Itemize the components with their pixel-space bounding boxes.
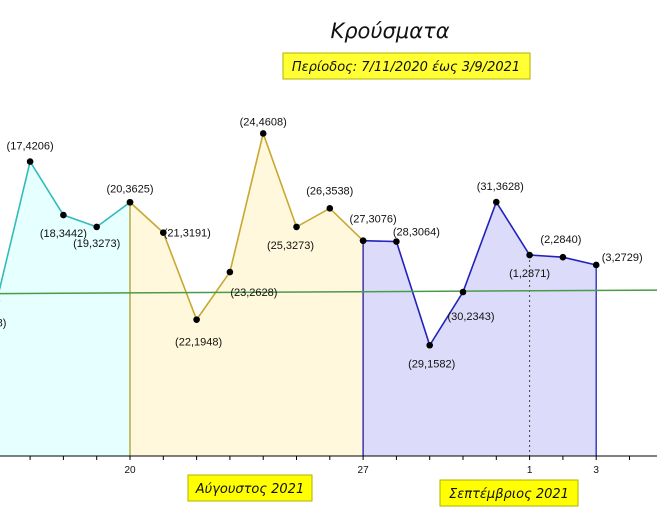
data-point: [459, 288, 467, 296]
data-point: [293, 223, 300, 231]
series-0-area: [0, 161, 130, 456]
series-1-area: [130, 133, 364, 456]
segment-dividers: [129, 202, 597, 456]
month-label-september: Σεπτέμβριος 2021: [449, 487, 569, 502]
data-label: (30,2343): [447, 311, 494, 323]
data-labels: (16,2218) (17,4206) (18,3442)(19,3273) (20,…: [0, 116, 643, 370]
data-point: [126, 198, 134, 206]
data-label: (27,3076): [350, 214, 397, 226]
month-box-september: [439, 479, 579, 507]
data-label: (18,3442): [40, 228, 87, 240]
data-point: [193, 316, 200, 323]
series-2-line: [363, 200, 597, 348]
data-point: [259, 130, 267, 137]
data-label: (28,3064): [393, 227, 440, 239]
subtitle-box: [282, 52, 531, 80]
data-point: [526, 251, 533, 259]
data-point: [93, 223, 100, 231]
data-label: (26,3538): [306, 185, 353, 197]
data-label: (21,3191): [164, 228, 211, 240]
chart-subtitle: Περίοδος: 7/11/2020 έως 3/9/2021: [292, 60, 520, 75]
x-axis-ticks: 20 27 1 3: [29, 456, 630, 476]
data-label: (22,1948): [175, 337, 222, 349]
data-point: [60, 211, 67, 219]
data-label: (25,3273): [267, 240, 314, 252]
data-label: (31,3628): [477, 181, 524, 193]
month-box-august: [187, 474, 313, 502]
data-label: (1,2871): [509, 268, 550, 280]
month-label-august: Αύγουστος 2021: [195, 482, 304, 497]
data-point: [393, 238, 400, 245]
series-2-area: [363, 202, 597, 456]
data-label: (3,2729): [602, 252, 643, 264]
data-point: [592, 261, 600, 269]
data-label: (24,4608): [240, 116, 287, 128]
data-points: [0, 130, 600, 349]
tick-label: 1: [527, 465, 533, 476]
data-label: (19,3273): [73, 238, 120, 250]
data-label: (29,1582): [408, 358, 455, 370]
data-label: (2,2840): [540, 234, 581, 246]
data-point: [226, 268, 234, 276]
series-1-line: [129, 130, 364, 322]
data-point: [359, 237, 367, 244]
data-label: (16,2218): [0, 318, 6, 330]
tick-label: 27: [358, 465, 370, 476]
data-point: [160, 229, 167, 236]
trend-line: [0, 289, 657, 295]
data-label: (17,4206): [7, 141, 54, 153]
data-label: (23,2628): [230, 287, 277, 299]
area-fills: [0, 133, 597, 456]
data-label: (20,3625): [106, 183, 153, 195]
tick-label: 3: [593, 465, 599, 476]
data-point: [493, 198, 500, 206]
data-point: [326, 205, 334, 212]
data-point: [426, 341, 434, 349]
data-point: [26, 158, 34, 165]
data-point: [559, 253, 567, 261]
chart-title: Κρούσματα: [330, 19, 449, 43]
tick-label: 20: [124, 465, 136, 476]
